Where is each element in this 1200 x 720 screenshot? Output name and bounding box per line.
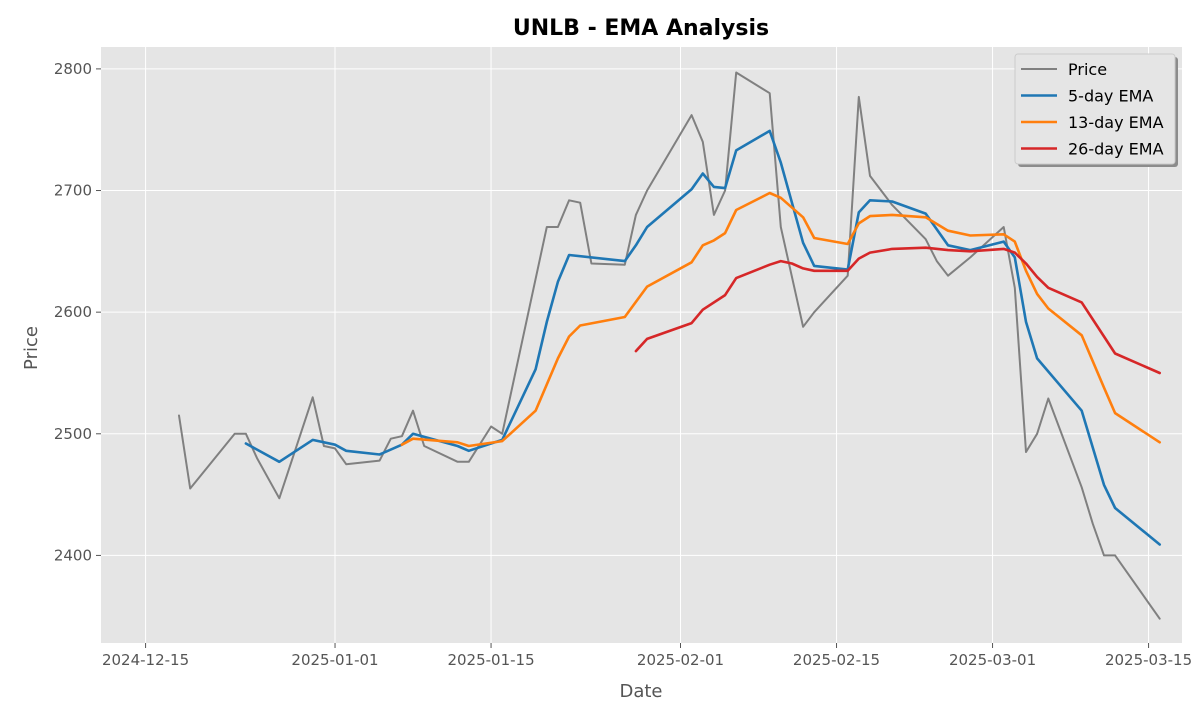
13-day-ema-line	[400, 191, 1161, 448]
series-lines	[178, 71, 1161, 620]
x-tick-label: 2025-01-15	[447, 651, 534, 669]
y-axis-label: Price	[21, 326, 42, 370]
legend-label-price: Price	[1068, 60, 1107, 79]
x-axis-label: Date	[619, 681, 662, 702]
y-tick-label: 2400	[54, 546, 92, 564]
x-tick-label: 2025-03-15	[1105, 651, 1192, 669]
legend-entries: Price 5-day EMA 13-day EMA 26-day EMA	[1021, 60, 1164, 159]
chart-title: UNLB - EMA Analysis	[513, 16, 769, 41]
x-tick-label: 2025-01-01	[291, 651, 378, 669]
x-tick-label: 2024-12-15	[102, 651, 189, 669]
grid-lines	[101, 47, 1182, 643]
y-tick-label: 2600	[54, 303, 92, 321]
legend-label-26-day-ema: 26-day EMA	[1068, 140, 1164, 159]
26-day-ema-line	[634, 246, 1161, 375]
y-tick-label: 2500	[54, 425, 92, 443]
y-tick-label: 2800	[54, 60, 92, 78]
x-tick-label: 2025-03-01	[949, 651, 1036, 669]
legend-box	[1014, 53, 1176, 165]
axis-ticks: 2400 2500 2600 2700 2800 2024-12-15 2025-01-01…	[54, 60, 1192, 669]
5-day-ema-line	[244, 129, 1161, 546]
legend-label-5-day-ema: 5-day EMA	[1068, 87, 1153, 106]
legend: Price 5-day EMA 13-day EMA 26-day EMA	[1014, 53, 1178, 167]
y-tick-label: 2700	[54, 182, 92, 200]
x-tick-label: 2025-02-01	[637, 651, 724, 669]
price-line	[178, 71, 1161, 620]
x-tick-label: 2025-02-15	[793, 651, 880, 669]
legend-label-13-day-ema: 13-day EMA	[1068, 113, 1164, 132]
